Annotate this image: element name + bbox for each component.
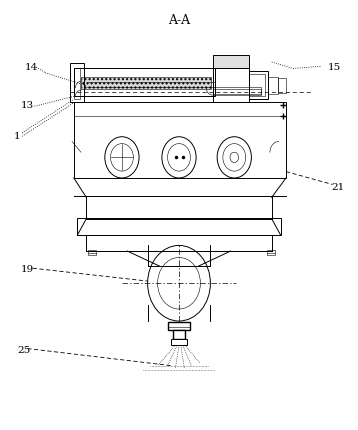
Text: 19: 19 bbox=[21, 264, 34, 273]
Text: 21: 21 bbox=[331, 183, 344, 192]
Bar bbox=[168, 322, 190, 331]
Text: 15: 15 bbox=[328, 63, 341, 72]
Bar bbox=[278, 79, 286, 94]
Bar bbox=[248, 75, 265, 97]
Bar bbox=[81, 77, 211, 89]
Text: 1: 1 bbox=[14, 131, 20, 140]
Bar bbox=[268, 78, 278, 95]
Bar bbox=[248, 72, 268, 100]
Bar bbox=[173, 330, 185, 339]
Bar bbox=[74, 103, 286, 178]
Bar bbox=[74, 69, 215, 97]
Bar bbox=[213, 88, 261, 96]
Bar bbox=[70, 64, 84, 103]
Bar bbox=[267, 251, 275, 256]
Text: 13: 13 bbox=[21, 101, 34, 110]
Text: A-A: A-A bbox=[168, 13, 190, 27]
Bar bbox=[213, 69, 248, 103]
Bar bbox=[77, 218, 281, 236]
Bar bbox=[74, 69, 80, 100]
Text: 14: 14 bbox=[24, 63, 38, 72]
Text: 25: 25 bbox=[17, 346, 30, 354]
Bar bbox=[213, 90, 261, 95]
Bar bbox=[213, 55, 248, 69]
Bar bbox=[88, 251, 96, 256]
Bar bbox=[171, 339, 187, 345]
Bar bbox=[86, 197, 272, 219]
Bar bbox=[86, 235, 272, 252]
